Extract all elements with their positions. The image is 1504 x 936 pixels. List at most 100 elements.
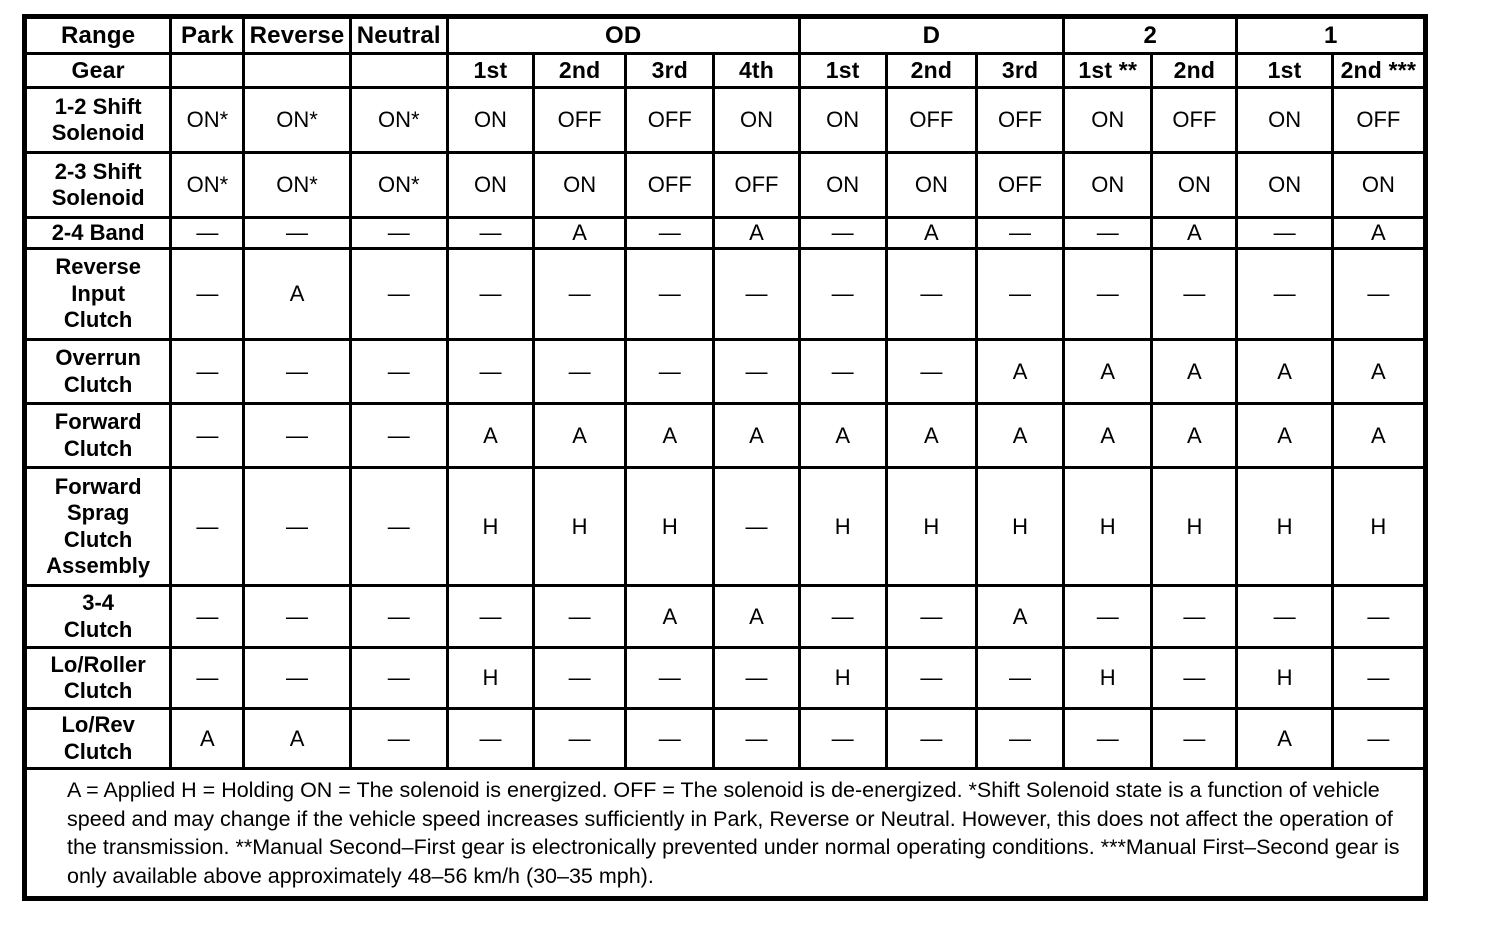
value-cell: — xyxy=(624,707,716,770)
value-cell: A xyxy=(712,584,801,649)
value-cell: A xyxy=(1235,707,1334,770)
value-cell: — xyxy=(712,338,801,405)
value-cell: — xyxy=(712,247,801,341)
value-cell: H xyxy=(445,466,536,587)
value-cell: A xyxy=(974,584,1066,649)
value-cell: — xyxy=(884,247,978,341)
value-cell: — xyxy=(974,247,1066,341)
value-cell: A xyxy=(1330,338,1428,405)
value-cell: A xyxy=(1330,216,1428,250)
value-cell: — xyxy=(797,707,888,770)
value-cell: — xyxy=(1062,584,1154,649)
value-cell: A xyxy=(445,402,536,469)
gear-d-1st: 1st xyxy=(797,52,888,89)
value-cell: — xyxy=(624,338,716,405)
value-cell: H xyxy=(884,466,978,587)
value-cell: OFF xyxy=(884,86,978,154)
value-cell: OFF xyxy=(624,86,716,154)
value-cell: — xyxy=(712,707,801,770)
value-cell: — xyxy=(1330,584,1428,649)
row-label: 2-4 Band xyxy=(22,216,173,250)
value-cell: A xyxy=(624,402,716,469)
value-cell: H xyxy=(974,466,1066,587)
value-cell: — xyxy=(242,584,352,649)
value-cell: ON xyxy=(445,86,536,154)
value-cell: — xyxy=(1235,584,1334,649)
range-header-row: Range Park Reverse Neutral OD D 2 1 xyxy=(22,15,1427,55)
value-cell: — xyxy=(445,584,536,649)
value-cell: ON* xyxy=(242,151,352,219)
value-cell: ON xyxy=(884,151,978,219)
value-cell: — xyxy=(242,216,352,250)
value-cell: — xyxy=(348,247,449,341)
value-cell: ON xyxy=(1235,151,1334,219)
value-cell: — xyxy=(797,338,888,405)
value-cell: ON xyxy=(1330,151,1428,219)
value-cell: A xyxy=(974,402,1066,469)
value-cell: A xyxy=(242,707,352,770)
value-cell: — xyxy=(624,247,716,341)
value-cell: — xyxy=(348,338,449,405)
value-cell: H xyxy=(797,466,888,587)
value-cell: H xyxy=(1062,466,1154,587)
value-cell: — xyxy=(1062,247,1154,341)
row-label: Forward Sprag Clutch Assembly xyxy=(22,466,173,587)
gear-empty-neutral xyxy=(348,52,449,89)
value-cell: — xyxy=(884,646,978,710)
table-row: Overrun Clutch — — — — — — — — — A A A A A xyxy=(22,338,1428,405)
value-cell: — xyxy=(169,466,246,587)
row-label: Lo/Rev Clutch xyxy=(22,707,173,770)
value-cell: ON xyxy=(445,151,536,219)
value-cell: — xyxy=(1330,646,1428,710)
value-cell: — xyxy=(712,646,801,710)
value-cell: — xyxy=(797,216,888,250)
table-row: Forward Clutch — — — A A A A A A A A A A A xyxy=(22,402,1428,469)
value-cell: — xyxy=(242,402,352,469)
range-reverse: Reverse xyxy=(242,15,352,55)
value-cell: H xyxy=(797,646,888,710)
value-cell: ON xyxy=(1062,86,1154,154)
value-cell: OFF xyxy=(974,151,1066,219)
value-cell: — xyxy=(1150,707,1239,770)
value-cell: OFF xyxy=(532,86,628,154)
row-label: Reverse Input Clutch xyxy=(22,247,173,341)
value-cell: ON xyxy=(532,151,628,219)
value-cell: ON xyxy=(1235,86,1334,154)
value-cell: ON xyxy=(797,86,888,154)
value-cell: A xyxy=(884,402,978,469)
value-cell: OFF xyxy=(974,86,1066,154)
value-cell: A xyxy=(532,216,628,250)
value-cell: A xyxy=(1235,338,1334,405)
value-cell: ON xyxy=(712,86,801,154)
value-cell: OFF xyxy=(624,151,716,219)
row-label: 3-4 Clutch xyxy=(22,584,173,649)
value-cell: A xyxy=(884,216,978,250)
value-cell: A xyxy=(712,402,801,469)
footnote-row: A = Applied H = Holding ON = The solenoi… xyxy=(23,766,1427,901)
gear-1-1st: 1st xyxy=(1235,52,1334,89)
value-cell: A xyxy=(974,338,1066,405)
value-cell: — xyxy=(348,707,449,770)
value-cell: ON xyxy=(797,151,888,219)
value-cell: — xyxy=(169,338,246,405)
value-cell: — xyxy=(1062,216,1154,250)
gear-d-2nd: 2nd xyxy=(884,52,978,89)
value-cell: — xyxy=(1235,216,1334,250)
solenoid-clutch-application-table: Range Park Reverse Neutral OD D 2 1 Gear… xyxy=(22,14,1428,902)
value-cell: — xyxy=(169,402,246,469)
value-cell: — xyxy=(169,216,246,250)
gear-od-2nd: 2nd xyxy=(532,52,628,89)
value-cell: — xyxy=(532,646,628,710)
value-cell: — xyxy=(445,338,536,405)
value-cell: A xyxy=(242,247,352,341)
value-cell: — xyxy=(624,216,716,250)
value-cell: A xyxy=(624,584,716,649)
gear-1-2nd: 2nd *** xyxy=(1330,52,1428,89)
row-label: 1-2 Shift Solenoid xyxy=(22,86,173,154)
value-cell: — xyxy=(1150,646,1239,710)
value-cell: — xyxy=(242,646,352,710)
gear-empty-park xyxy=(169,52,246,89)
value-cell: H xyxy=(1235,646,1334,710)
value-cell: — xyxy=(532,584,628,649)
